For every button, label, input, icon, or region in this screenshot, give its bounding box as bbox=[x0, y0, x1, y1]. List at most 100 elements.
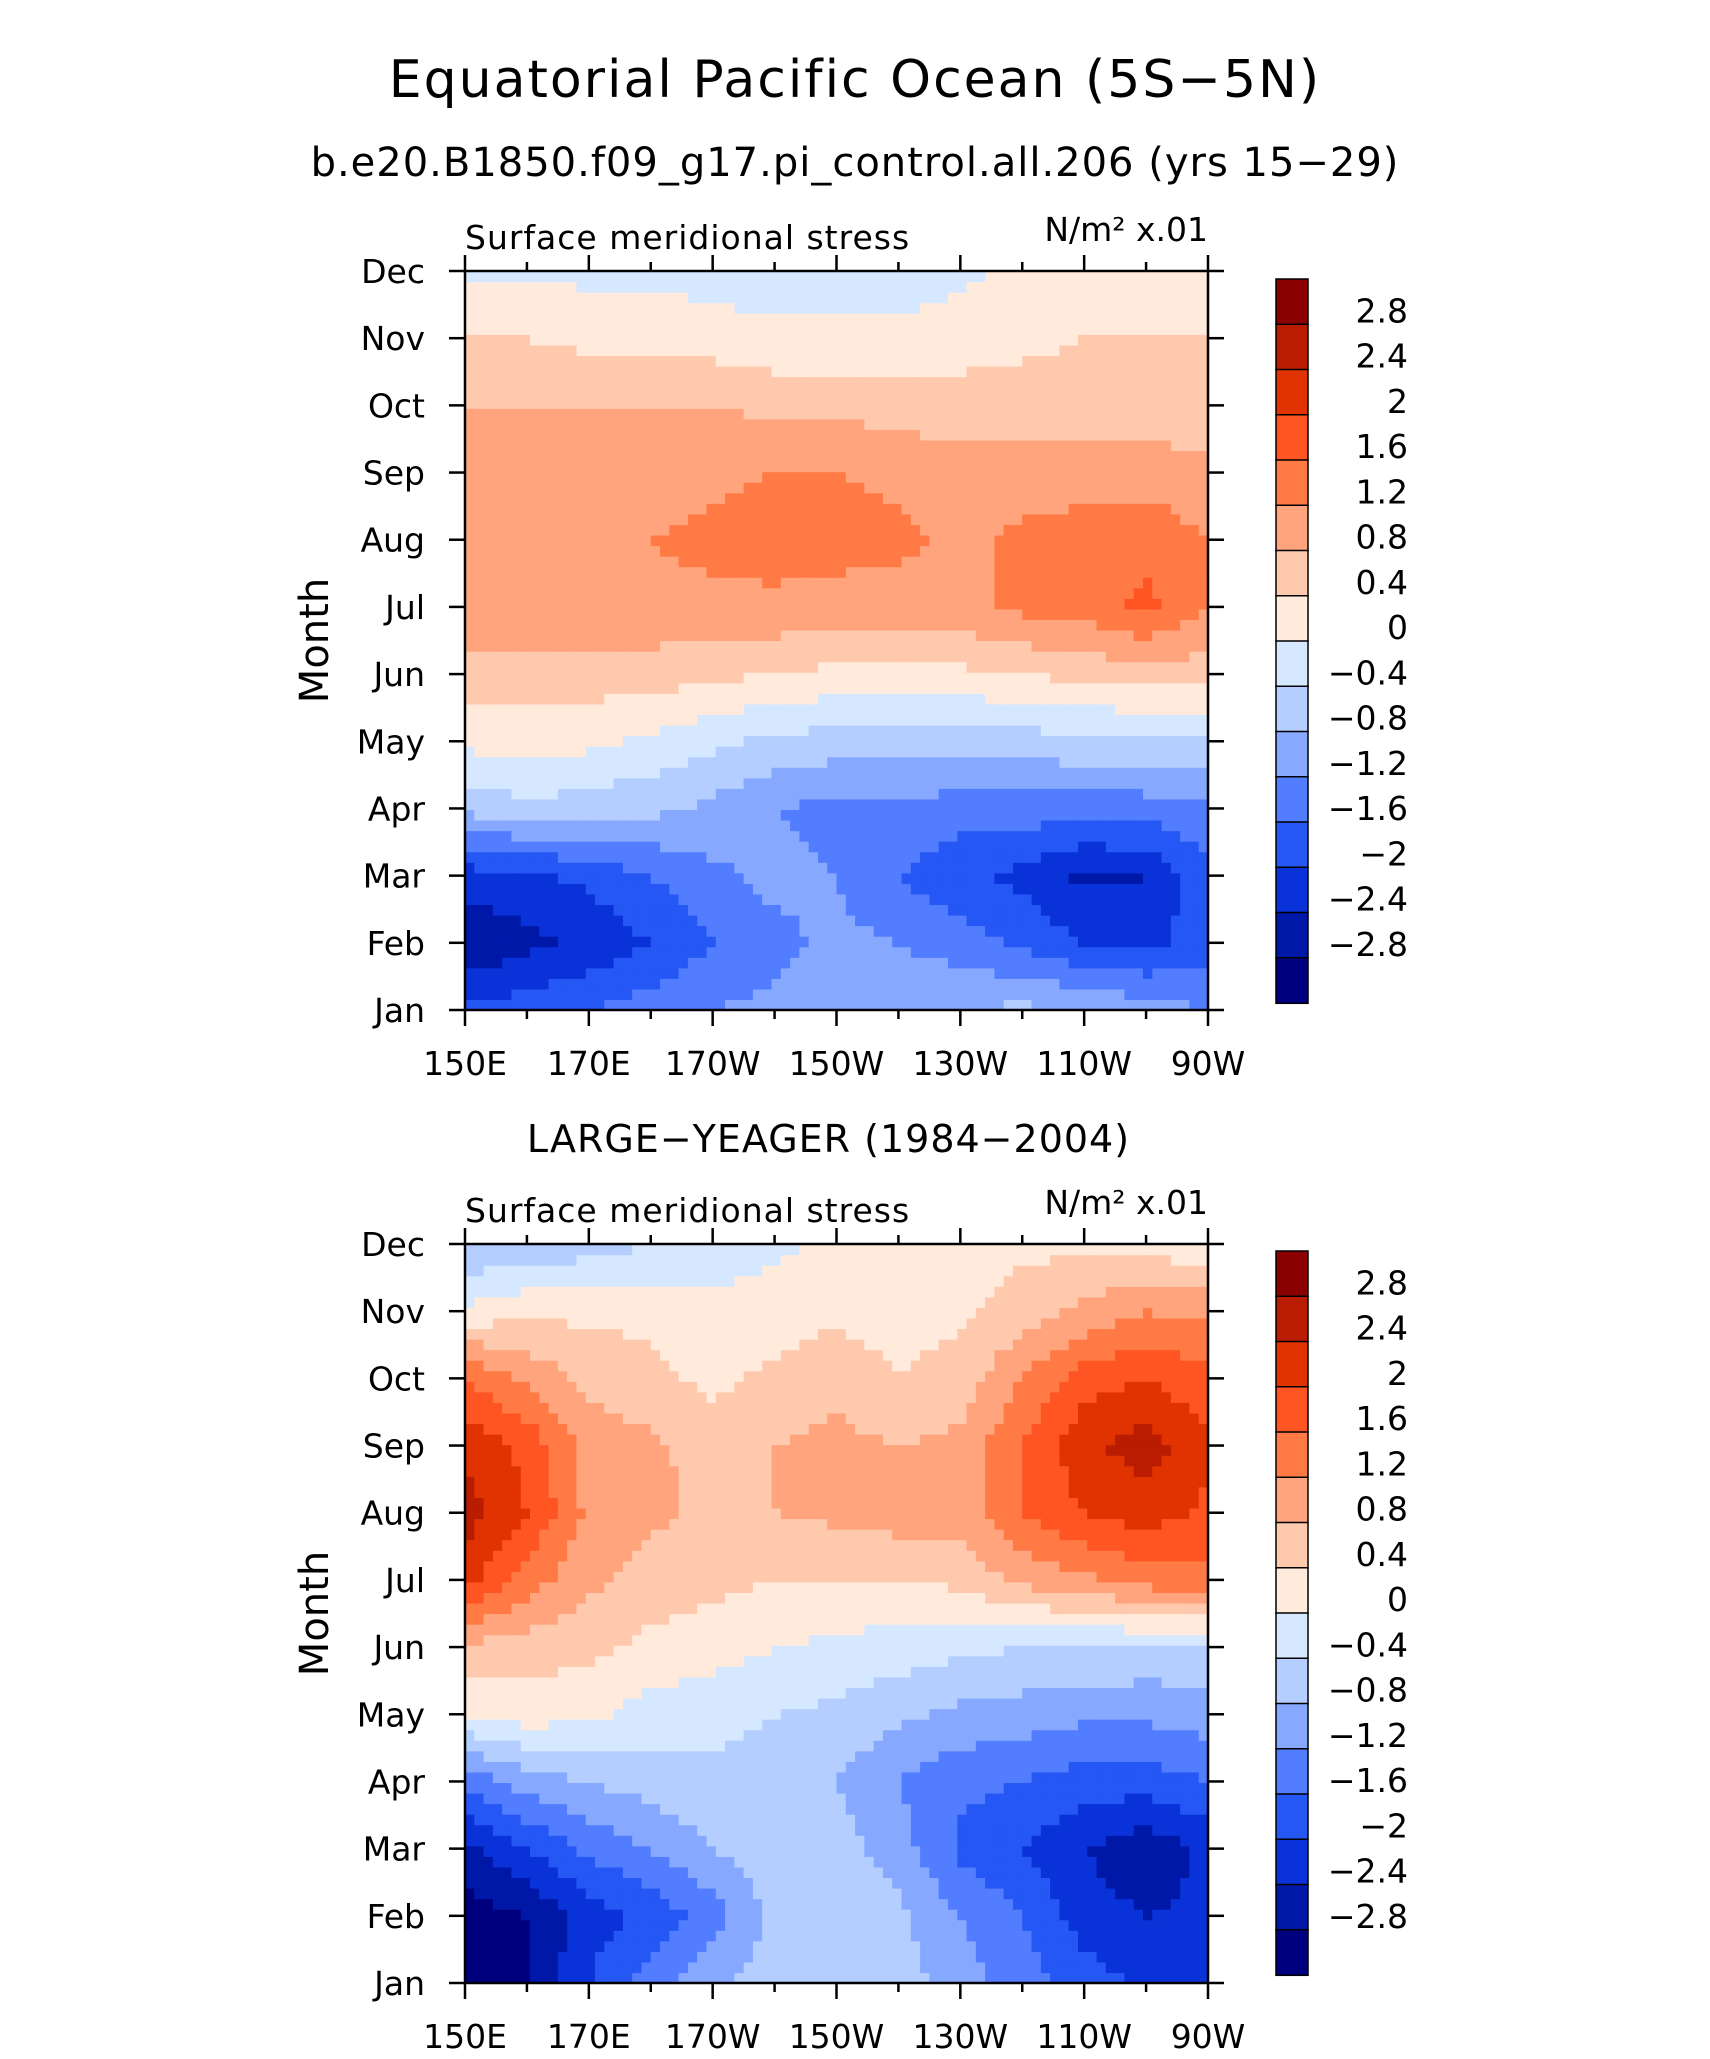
contour-cell bbox=[660, 503, 670, 515]
contour-cell bbox=[585, 967, 596, 979]
contour-cell bbox=[474, 355, 485, 367]
contour-cell bbox=[725, 703, 735, 715]
contour-cell bbox=[1180, 513, 1191, 525]
contour-cell bbox=[1142, 798, 1153, 811]
contour-cell bbox=[752, 957, 763, 969]
contour-cell bbox=[1152, 598, 1163, 610]
contour-cell bbox=[539, 471, 550, 483]
contour-cell bbox=[567, 556, 578, 568]
contour-cell bbox=[1096, 503, 1107, 515]
contour-cell bbox=[1050, 397, 1060, 409]
contour-cell bbox=[873, 735, 884, 747]
contour-cell bbox=[762, 439, 773, 452]
contour-cell bbox=[613, 967, 624, 979]
contour-cell bbox=[585, 513, 596, 525]
contour-cell bbox=[1012, 735, 1023, 747]
contour-cell bbox=[780, 598, 791, 610]
contour-cell bbox=[641, 767, 652, 779]
contour-cell bbox=[827, 661, 838, 673]
contour-cell bbox=[1087, 883, 1098, 895]
contour-cell bbox=[697, 756, 708, 768]
contour-cell bbox=[1142, 598, 1153, 610]
contour-cell bbox=[483, 841, 494, 853]
contour-cell bbox=[799, 629, 810, 642]
contour-cell bbox=[1189, 608, 1200, 620]
contour-cell bbox=[1022, 387, 1033, 399]
contour-cell bbox=[864, 914, 875, 927]
contour-cell bbox=[622, 819, 633, 832]
contour-cell bbox=[1198, 513, 1209, 525]
contour-cell bbox=[539, 387, 550, 399]
contour-cell bbox=[1031, 703, 1042, 715]
contour-cell bbox=[1003, 429, 1014, 441]
contour-cell bbox=[1077, 629, 1088, 642]
contour-cell bbox=[1096, 703, 1107, 715]
contour-cell bbox=[465, 471, 475, 483]
contour-cell bbox=[734, 925, 745, 937]
contour-cell bbox=[752, 893, 763, 906]
contour-cell bbox=[947, 545, 958, 557]
contour-cell bbox=[947, 672, 958, 684]
contour-cell bbox=[530, 735, 540, 747]
contour-cell bbox=[1115, 703, 1126, 715]
contour-cell bbox=[994, 366, 1005, 378]
contour-cell bbox=[743, 534, 754, 547]
contour-cell bbox=[557, 429, 568, 441]
contour-cell bbox=[474, 936, 485, 948]
contour-cell bbox=[697, 439, 708, 452]
contour-cell bbox=[1152, 872, 1163, 884]
contour-cell bbox=[576, 461, 587, 473]
contour-cell bbox=[985, 767, 995, 779]
contour-cell bbox=[465, 556, 475, 568]
contour-cell bbox=[762, 967, 773, 979]
contour-cell bbox=[780, 724, 791, 737]
contour-cell bbox=[743, 809, 754, 821]
contour-cell bbox=[669, 841, 680, 853]
contour-cell bbox=[576, 629, 587, 642]
contour-cell bbox=[947, 851, 958, 863]
contour-cell bbox=[1152, 439, 1163, 452]
contour-cell bbox=[660, 556, 670, 568]
contour-cell bbox=[771, 936, 782, 948]
contour-cell bbox=[1133, 640, 1144, 652]
contour-cell bbox=[492, 355, 503, 367]
contour-cell bbox=[743, 746, 754, 758]
contour-cell bbox=[920, 841, 930, 853]
contour-cell bbox=[669, 524, 680, 536]
contour-cell bbox=[743, 767, 754, 779]
contour-cell bbox=[483, 809, 494, 821]
contour-cell bbox=[938, 999, 949, 1011]
contour-cell bbox=[920, 904, 930, 916]
contour-cell bbox=[827, 545, 838, 557]
contour-cell bbox=[1152, 999, 1163, 1011]
contour-cell bbox=[1077, 651, 1088, 663]
contour-cell bbox=[1031, 693, 1042, 705]
contour-cell bbox=[1077, 872, 1088, 884]
contour-cell bbox=[882, 682, 893, 694]
contour-cell bbox=[780, 651, 791, 663]
contour-cell bbox=[1115, 566, 1126, 578]
contour-cell bbox=[975, 788, 986, 800]
contour-cell bbox=[882, 883, 893, 895]
contour-cell bbox=[1161, 482, 1172, 494]
contour-cell bbox=[845, 619, 856, 631]
contour-cell bbox=[474, 408, 485, 420]
contour-cell bbox=[520, 355, 531, 367]
contour-cell bbox=[604, 366, 615, 378]
contour-cell bbox=[1105, 830, 1116, 842]
contour-cell bbox=[715, 703, 726, 715]
contour-cell bbox=[697, 967, 708, 979]
contour-cell bbox=[734, 841, 745, 853]
contour-cell bbox=[539, 376, 550, 388]
contour-cell bbox=[752, 978, 763, 990]
contour-cell bbox=[548, 735, 559, 747]
contour-cell bbox=[957, 904, 968, 916]
contour-cell bbox=[641, 788, 652, 800]
contour-cell bbox=[1115, 914, 1126, 927]
contour-cell bbox=[660, 798, 670, 811]
contour-cell bbox=[706, 408, 717, 420]
contour-cell bbox=[1161, 746, 1172, 758]
contour-cell bbox=[715, 756, 726, 768]
contour-cell bbox=[762, 524, 773, 536]
contour-cell bbox=[567, 904, 578, 916]
